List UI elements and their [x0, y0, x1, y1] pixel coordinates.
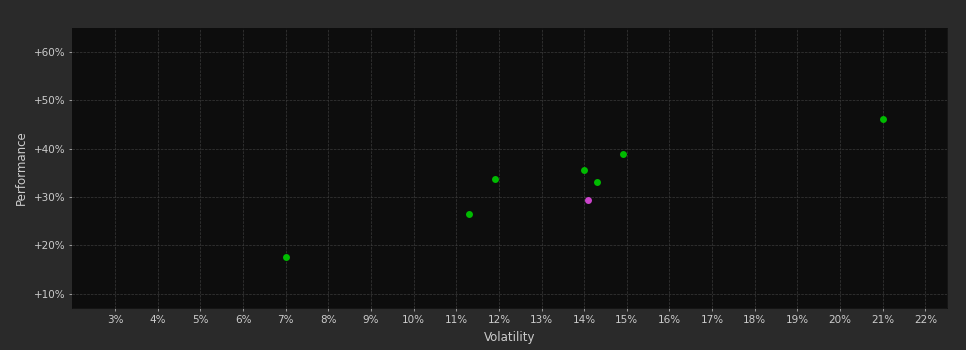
- Point: [581, 197, 596, 203]
- Point: [462, 211, 477, 217]
- Point: [487, 176, 502, 181]
- Point: [589, 179, 605, 184]
- X-axis label: Volatility: Volatility: [484, 330, 535, 343]
- Point: [875, 116, 891, 121]
- Point: [577, 168, 592, 173]
- Point: [278, 254, 294, 260]
- Point: [614, 151, 630, 156]
- Y-axis label: Performance: Performance: [15, 131, 28, 205]
